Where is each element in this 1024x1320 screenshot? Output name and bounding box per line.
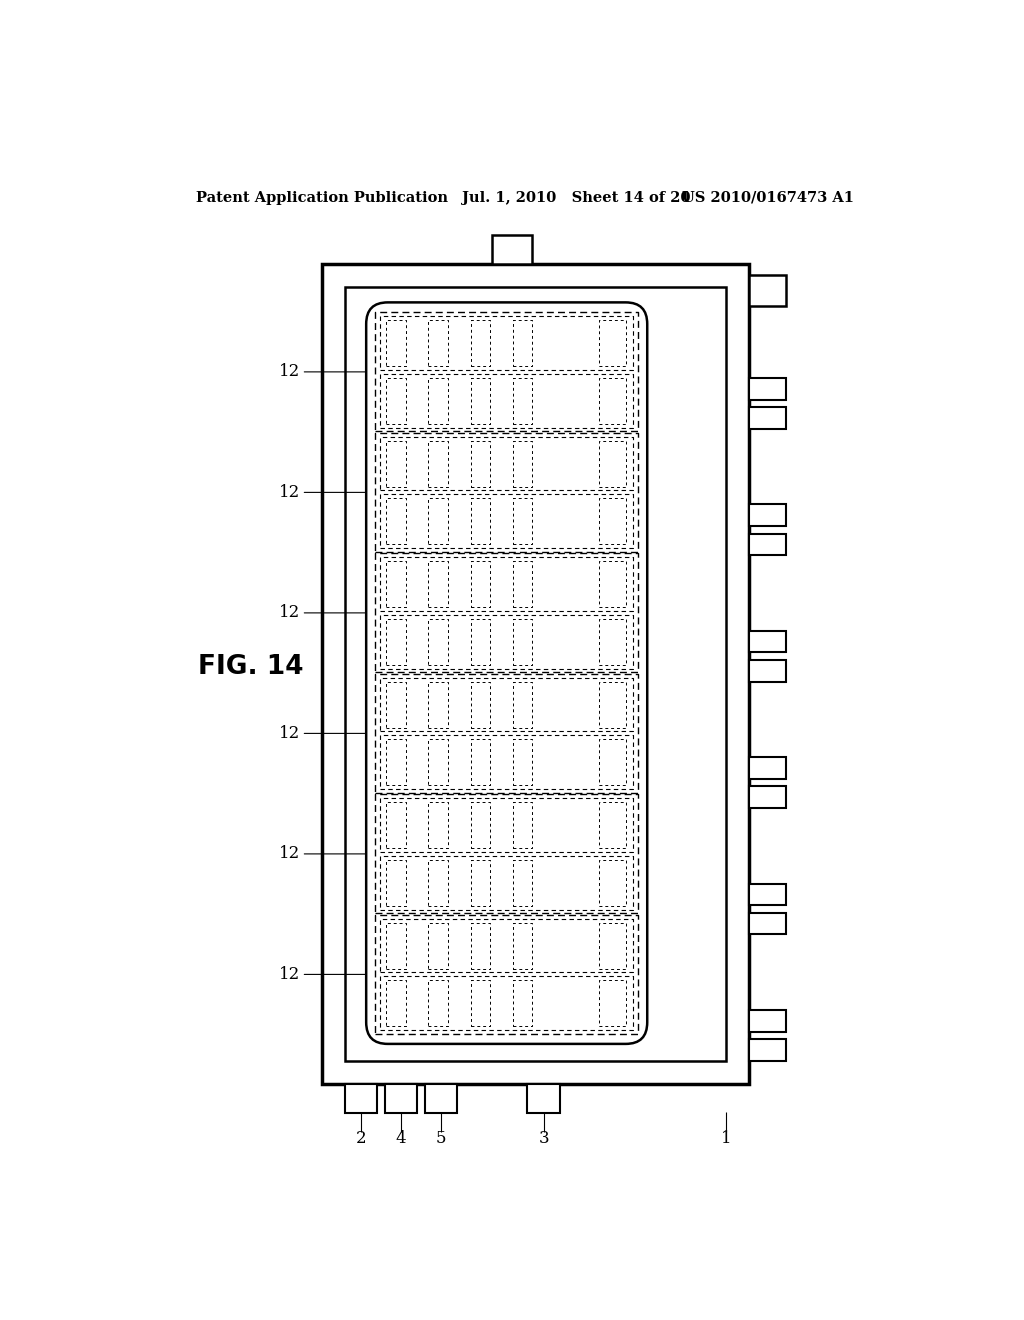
Bar [749, 504, 785, 525]
Bar [749, 631, 785, 652]
Text: 4: 4 [395, 1130, 407, 1147]
Text: 3: 3 [539, 1130, 549, 1147]
Bar [345, 1084, 377, 1113]
Text: Patent Application Publication: Patent Application Publication [196, 191, 449, 205]
Bar [385, 1084, 417, 1113]
Bar [749, 787, 785, 808]
Bar [345, 286, 726, 1061]
Text: 1: 1 [721, 1130, 731, 1147]
Bar [749, 378, 785, 400]
Bar [493, 235, 532, 264]
Bar [425, 1084, 457, 1113]
Text: 12: 12 [279, 605, 300, 622]
Text: 12: 12 [279, 725, 300, 742]
Bar [749, 1010, 785, 1032]
Text: 12: 12 [279, 363, 300, 380]
Bar [527, 1084, 560, 1113]
Bar [749, 533, 785, 556]
Text: 12: 12 [279, 845, 300, 862]
Bar [749, 913, 785, 935]
Text: 5: 5 [435, 1130, 446, 1147]
Text: 12: 12 [279, 484, 300, 500]
Bar [749, 660, 785, 681]
Text: 2: 2 [355, 1130, 367, 1147]
Bar [749, 1039, 785, 1061]
Text: 12: 12 [279, 966, 300, 983]
Bar [749, 408, 785, 429]
Text: Jul. 1, 2010   Sheet 14 of 20: Jul. 1, 2010 Sheet 14 of 20 [462, 191, 690, 205]
Text: FIG. 14: FIG. 14 [199, 653, 304, 680]
FancyBboxPatch shape [367, 302, 647, 1044]
Bar [749, 758, 785, 779]
Text: US 2010/0167473 A1: US 2010/0167473 A1 [682, 191, 854, 205]
Bar [749, 276, 785, 306]
Bar [749, 883, 785, 906]
Bar [322, 264, 749, 1084]
